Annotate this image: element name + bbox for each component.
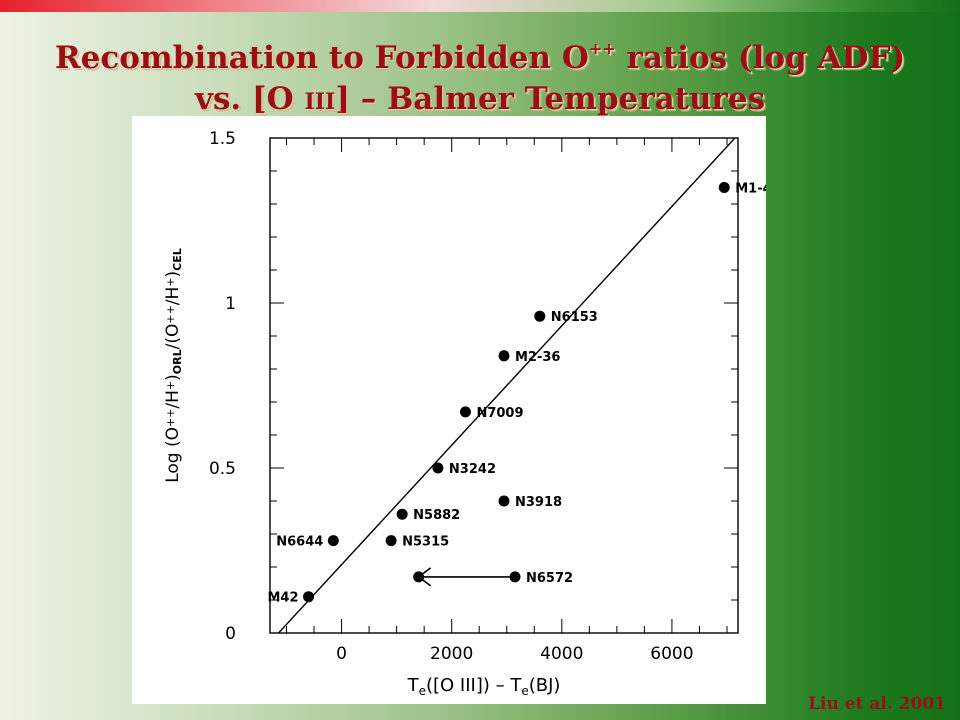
title-line1-superscript: ++ [588,39,616,58]
upper-limit-arrow-end-marker [413,571,425,583]
data-point-label: N6644 [276,535,323,550]
data-point [534,310,546,322]
y-tick-label: 1 [225,294,236,314]
y-axis-label-text: /(O [163,324,183,350]
x-axis-label: Te([O III]) – Te(BJ) [407,675,561,698]
x-axis-label-text: (BJ) [529,675,561,696]
y-axis-label-superscript: + [164,277,177,286]
data-point-label: M1-42 [735,182,766,197]
y-axis-label-text: ) [163,374,183,381]
data-point [327,535,339,547]
y-axis-label-text: /H [163,390,183,409]
y-axis-label-text: Log (O [163,427,183,483]
x-axis-label-subscript: e [521,684,528,698]
top-color-bar [0,0,960,12]
y-axis-label-superscript: + [164,381,177,390]
title-line1-text: Recombination to Forbidden O [54,40,589,76]
y-tick-label: 0 [225,624,236,644]
y-axis-label-text: ) [163,271,183,278]
x-axis-label-text: T [407,675,420,696]
data-point-label: N7009 [476,406,523,421]
title-line-2: vs. [O III] – Balmer Temperatures [0,79,960,123]
data-point-label: N5315 [402,535,449,550]
y-axis-label-subscript: CEL [171,248,184,271]
y-tick-label: 1.5 [209,129,236,149]
y-axis-label: Log (O++/H+)ORL/(O++/H+)CEL [163,248,184,483]
data-point-label: N3918 [515,495,562,510]
slide-title: Recombination to Forbidden O++ ratios (l… [0,28,960,123]
title-line2-text-end: ] – Balmer Temperatures [335,81,766,117]
data-point [432,462,444,474]
data-point-label: N6572 [526,571,573,586]
data-point [509,571,521,583]
data-point [396,508,408,520]
plot-panel: 0 2000 4000 6000 0 0.5 1 1.5 Te([O III]) – Te(BJ… [132,116,781,704]
title-line1-text-end: ratios (log ADF) [615,40,906,76]
fit-line [277,138,736,633]
x-tick-label: 0 [336,644,347,664]
y-axis-label-superscript: ++ [164,305,177,323]
x-tick-label: 2000 [430,644,473,664]
data-point [303,591,315,603]
y-axis-label-superscript: ++ [164,409,177,427]
title-line-1: Recombination to Forbidden O++ ratios (l… [0,28,960,79]
data-point [718,182,730,193]
data-point [498,350,510,362]
data-point [498,495,510,507]
citation-credit: Liu et al. 2001 [808,694,946,714]
x-tick-label: 6000 [650,644,693,664]
data-point-label: N5882 [413,508,460,523]
x-axis-label-subscript: e [419,684,426,698]
plot-frame [269,137,739,634]
y-axis-label-subscript: ORL [171,349,184,374]
data-point [459,406,471,418]
title-line2-ion-stage: III [304,89,336,115]
title-line2-text: vs. [O [194,81,305,117]
x-axis-label-text: ([O III]) – T [426,675,522,696]
data-point-label: N3242 [449,462,496,477]
y-axis-label-text: /H [163,287,183,306]
data-point-label: N6153 [551,310,598,325]
data-point-label: M2-36 [515,350,560,365]
x-tick-label: 4000 [540,644,583,664]
data-point-label: M42 [268,591,299,606]
data-point [385,535,397,547]
y-tick-label: 0.5 [209,459,236,479]
